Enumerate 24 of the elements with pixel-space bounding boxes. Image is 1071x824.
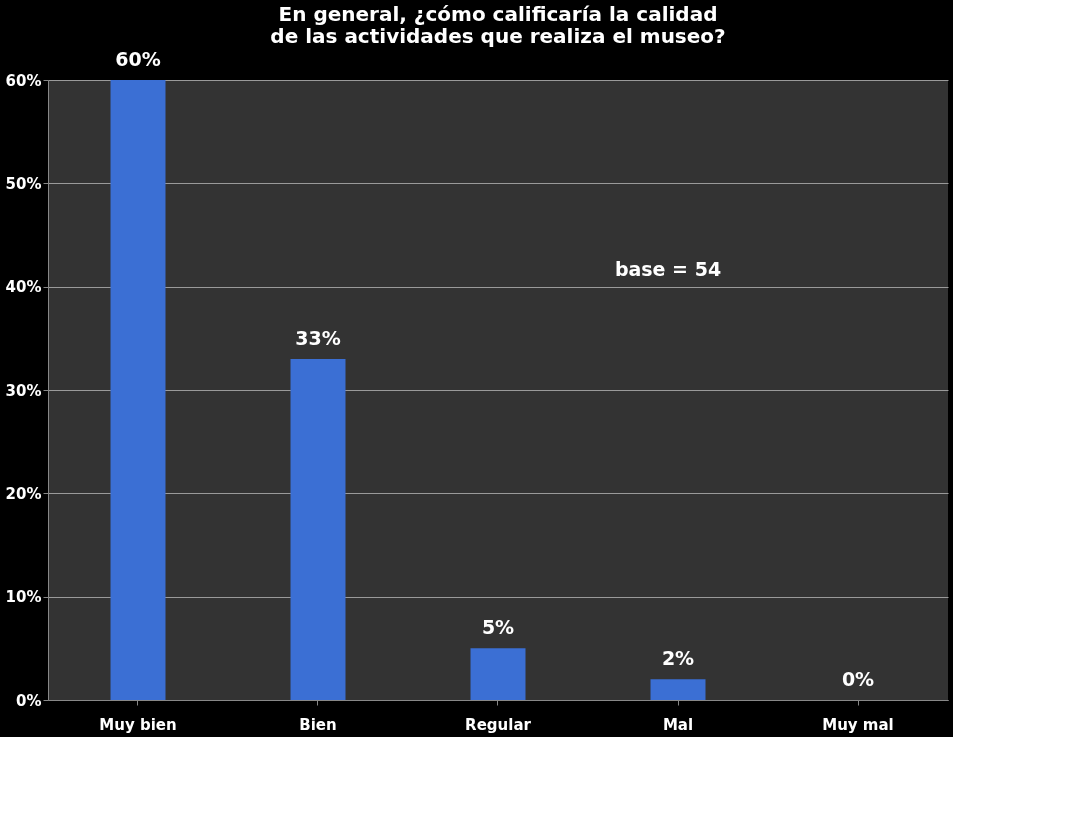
- x-tick-label: Bien: [299, 715, 337, 734]
- data-label: 60%: [115, 48, 161, 70]
- data-label: 2%: [661, 647, 695, 670]
- data-label: 0%: [841, 668, 875, 690]
- x-tick-label: Mal: [662, 715, 694, 734]
- y-tick-label: 30%: [5, 381, 42, 400]
- bar: [290, 359, 346, 700]
- bar: [650, 679, 706, 700]
- y-tick-label: 40%: [5, 278, 42, 297]
- text: de las actividades que realiza el museo?: [270, 24, 726, 48]
- data-label: 33%: [295, 327, 341, 349]
- bar: [110, 80, 166, 700]
- data-label: 5%: [481, 616, 515, 639]
- annotation: base = 54: [614, 258, 722, 280]
- y-tick-label: 10%: [5, 588, 42, 607]
- x-tick-label: Muy mal: [822, 715, 894, 734]
- x-tick-label: Muy bien: [99, 715, 177, 734]
- y-tick-label: 20%: [5, 484, 42, 503]
- y-tick-label: 50%: [5, 174, 42, 193]
- text: En general, ¿cómo calificaría la calidad: [278, 2, 718, 26]
- bar: [470, 648, 526, 700]
- y-tick-label: 60%: [5, 71, 42, 90]
- x-tick-label: Regular: [465, 715, 532, 734]
- y-tick-label: 0%: [16, 691, 42, 710]
